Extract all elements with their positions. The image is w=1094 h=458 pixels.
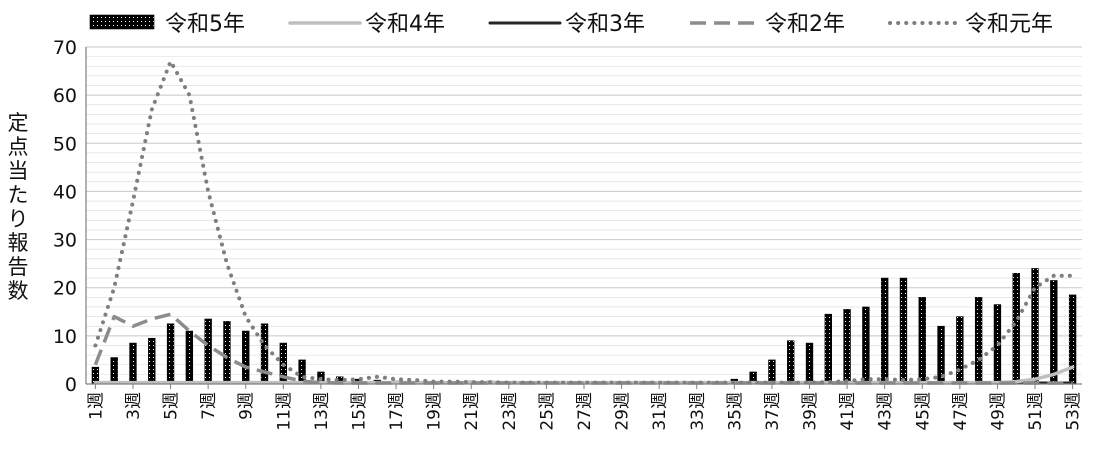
x-tick-label: 5週 (162, 392, 182, 420)
x-tick-label: 1週 (86, 392, 106, 420)
bar-r5 (824, 313, 832, 385)
bar-r5 (768, 359, 776, 385)
x-tick-label: 31週 (650, 392, 670, 431)
bar-r5 (242, 330, 250, 385)
bar-r5 (166, 323, 175, 385)
legend-swatch-bar (89, 14, 155, 30)
bar-r5 (974, 297, 983, 385)
bar-r5 (805, 342, 814, 385)
x-tick-label: 11週 (274, 392, 294, 431)
bar-r5 (260, 323, 269, 385)
x-tick-label: 37週 (763, 392, 783, 431)
y-axis-label: 定点当たり報告数 (8, 111, 29, 303)
legend-label: 令和4年 (365, 12, 445, 37)
bar-r5 (1068, 294, 1077, 385)
y-tick-label: 60 (53, 85, 77, 107)
x-tick-label: 25週 (537, 392, 557, 431)
x-tick-label: 45週 (913, 392, 933, 431)
x-tick-label: 53週 (1064, 392, 1084, 431)
x-tick-label: 43週 (876, 392, 896, 431)
bar-r5 (956, 316, 964, 385)
x-tick-label: 19週 (425, 392, 445, 431)
y-tick-label: 70 (53, 37, 77, 59)
legend-item: 令和2年 (690, 12, 845, 37)
y-tick-label: 0 (65, 374, 77, 396)
y-tick-label: 40 (53, 181, 77, 203)
x-tick-label: 49週 (988, 392, 1008, 431)
y-tick-label: 30 (53, 230, 77, 252)
y-tick-label: 20 (53, 278, 77, 300)
x-tick-label: 9週 (237, 392, 257, 420)
x-tick-label: 41週 (838, 392, 858, 431)
x-tick-label: 29週 (613, 392, 633, 431)
bar-r5 (110, 357, 118, 385)
x-tick-label: 3週 (124, 392, 144, 420)
x-tick-label: 23週 (500, 392, 520, 431)
line-r2 (93, 312, 1073, 385)
legend-item: 令和5年 (89, 12, 245, 37)
bar-r5 (1031, 268, 1039, 385)
x-tick-label: 27週 (575, 392, 595, 431)
legend-label: 令和2年 (765, 12, 845, 37)
y-axis-label-text: 定点当たり報告数 (8, 111, 29, 303)
x-tick-label: 15週 (349, 392, 369, 431)
x-tick-label: 17週 (387, 392, 407, 431)
grid-layer (86, 46, 1082, 375)
x-tick-label: 33週 (688, 392, 708, 431)
legend-label: 令和3年 (565, 12, 645, 37)
bar-r5 (787, 340, 795, 385)
line-r4 (93, 365, 1075, 385)
axis-layer: 0 10 20 30 40 50 60 70 1週 3週 5週 7週 9週 11週 13週 15週 17週 19週… (53, 37, 1084, 431)
legend-item: 令和元年 (888, 12, 1053, 37)
bar-r5 (148, 337, 156, 385)
x-tick-label: 39週 (801, 392, 821, 431)
x-tick-label: 13週 (312, 392, 332, 431)
x-tick-label: 47週 (951, 392, 971, 431)
x-tick-label: 35週 (725, 392, 745, 431)
x-tick-label: 21週 (462, 392, 482, 431)
bar-r5 (843, 309, 851, 385)
legend-item: 令和4年 (288, 12, 445, 37)
bar-r5 (1050, 280, 1058, 385)
legend: 令和5年 令和4年 令和3年 令和2年 令和元年 (89, 12, 1053, 37)
bar-r5 (204, 318, 212, 385)
bar-r5 (185, 330, 194, 385)
bar-r5 (223, 321, 231, 385)
bar-r5 (918, 297, 926, 385)
bar-r5 (862, 306, 870, 385)
legend-label: 令和元年 (965, 12, 1053, 37)
legend-label: 令和5年 (165, 12, 245, 37)
x-tick-label: 7週 (199, 392, 219, 420)
lines-layer (93, 59, 1075, 385)
bar-r5 (1012, 272, 1020, 385)
bar-r5 (899, 277, 908, 385)
legend-item: 令和3年 (488, 12, 645, 37)
y-tick-label: 10 (53, 326, 77, 348)
bar-r5 (880, 277, 889, 385)
x-tick-label: 51週 (1026, 392, 1046, 431)
bar-r5 (129, 342, 137, 385)
line-r1 (93, 59, 1075, 385)
y-tick-label: 50 (53, 133, 77, 155)
